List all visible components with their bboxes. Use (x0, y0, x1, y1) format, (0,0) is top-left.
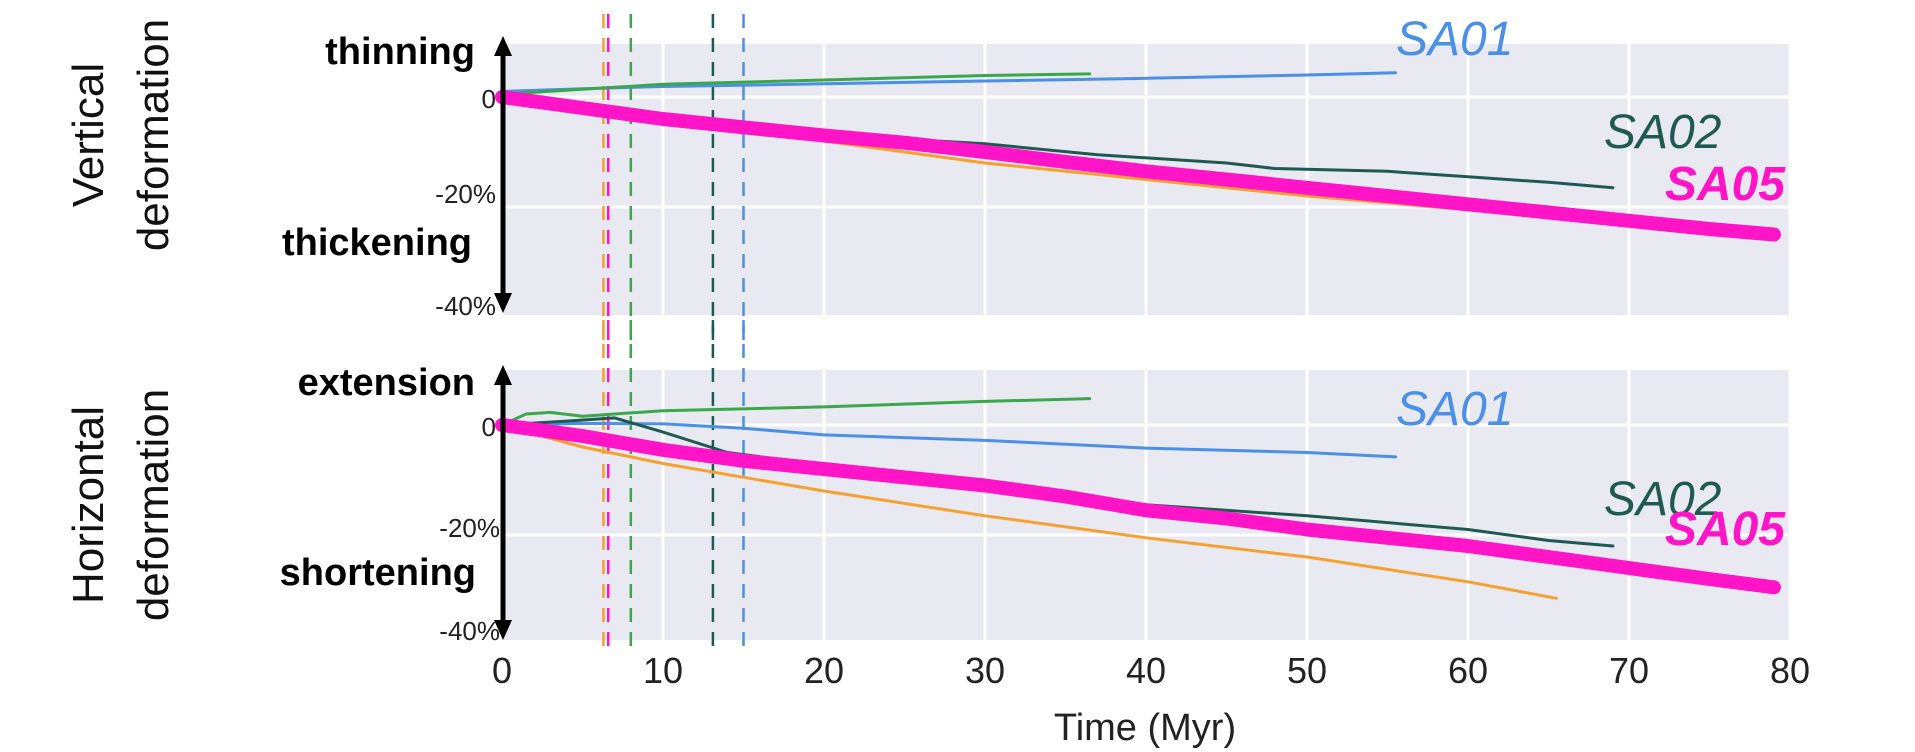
row-title-line-2: deformation (129, 19, 178, 251)
vertical-panel: Vertical deformation thinning thickening… (64, 13, 1792, 345)
series-lines (495, 71, 1781, 242)
x-tick-label: 10 (643, 650, 683, 691)
grid (500, 44, 1792, 315)
event-lines (602, 320, 745, 648)
arrow-head-down (494, 620, 512, 640)
arrow-head-up (494, 365, 512, 385)
event-lines (602, 14, 745, 345)
y-tick-minus40: -40% (435, 291, 496, 321)
x-tick-label: 30 (965, 650, 1005, 691)
x-tick-label: 40 (1126, 650, 1166, 691)
series-label-sa05: SA05 (1665, 158, 1786, 211)
x-tick-label: 0 (492, 650, 512, 691)
series-line-sa01 (500, 421, 1397, 459)
series-line-sa05 (495, 418, 1781, 595)
row-title-line-2: deformation (129, 389, 178, 621)
x-axis-ticks: 0 10 20 30 40 50 60 70 80 (492, 650, 1810, 691)
series-line (500, 72, 1092, 96)
horizontal-panel: Horizontal deformation extension shorten… (64, 320, 1792, 648)
series-line (500, 423, 1558, 600)
series-lines (495, 397, 1781, 600)
series-line-sa05 (495, 90, 1781, 242)
thinning-label: thinning (325, 31, 475, 73)
y-tick-0: 0 (482, 84, 496, 114)
x-tick-label: 60 (1448, 650, 1488, 691)
shortening-label: shortening (280, 552, 476, 594)
y-tick-minus40: -40% (439, 616, 500, 646)
arrow-head-down (494, 293, 512, 313)
row-title-line-1: Horizontal (64, 406, 113, 604)
deformation-arrow (494, 36, 512, 313)
y-tick-minus20: -20% (439, 513, 500, 543)
x-tick-label: 20 (804, 650, 844, 691)
series-label-sa01: SA01 (1396, 13, 1513, 66)
series-label-sa02: SA02 (1604, 106, 1721, 159)
arrow-head-up (494, 36, 512, 56)
x-axis-title: Time (Myr) (1054, 707, 1236, 749)
series-label-sa01: SA01 (1396, 383, 1513, 436)
x-tick-label: 50 (1287, 650, 1327, 691)
extension-label: extension (298, 362, 475, 404)
series-label-sa05: SA05 (1665, 503, 1786, 556)
row-title-line-1: Vertical (64, 63, 113, 207)
x-tick-label: 70 (1609, 650, 1649, 691)
y-tick-minus20: -20% (435, 179, 496, 209)
deformation-arrow (494, 365, 512, 640)
thickening-label: thickening (282, 222, 472, 264)
y-tick-0: 0 (482, 412, 496, 442)
series-label-sa02: SA02 (1604, 473, 1721, 526)
x-tick-label: 80 (1770, 650, 1810, 691)
series-line (500, 397, 1092, 427)
